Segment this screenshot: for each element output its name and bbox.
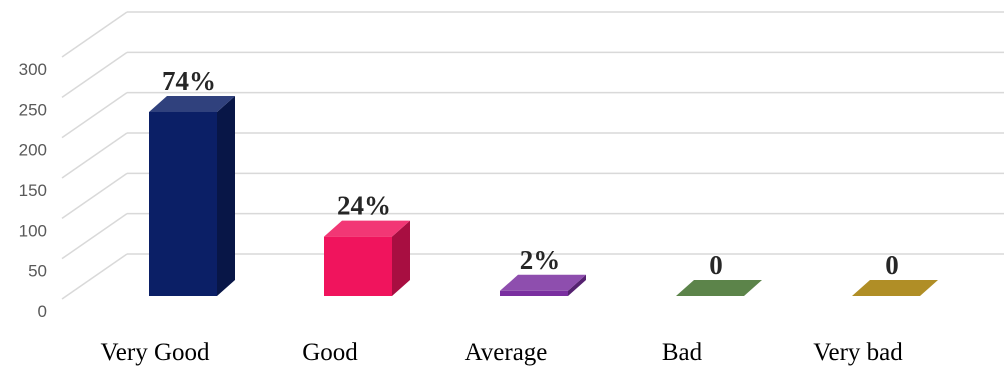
data-label: 74% bbox=[162, 66, 216, 96]
bars bbox=[149, 95, 938, 297]
bar bbox=[149, 95, 235, 297]
bar bbox=[852, 280, 938, 296]
gridline-side bbox=[61, 172, 128, 219]
gridline-side bbox=[61, 51, 128, 98]
data-label: 0 bbox=[709, 250, 723, 280]
x-tick-label: Very Good bbox=[100, 339, 210, 366]
bar-top bbox=[852, 280, 938, 296]
data-label: 24% bbox=[337, 191, 391, 221]
bar bbox=[676, 280, 762, 296]
y-tick-label: 300 bbox=[19, 60, 47, 79]
gridlines bbox=[61, 11, 1004, 300]
bar-front bbox=[500, 290, 568, 296]
y-tick-label: 250 bbox=[19, 100, 47, 119]
gridline-side bbox=[61, 213, 128, 260]
bar-top bbox=[500, 274, 586, 291]
x-axis: Very Good Good Average Bad Very bad bbox=[100, 339, 903, 366]
bar-top bbox=[149, 95, 235, 112]
y-tick-label: 150 bbox=[19, 181, 47, 200]
x-tick-label: Average bbox=[465, 339, 548, 366]
gridline-side bbox=[61, 132, 128, 179]
bar-side bbox=[392, 220, 410, 296]
gridline-side bbox=[61, 11, 128, 58]
x-tick-label: Bad bbox=[662, 339, 703, 366]
bar-top bbox=[676, 280, 762, 296]
y-tick-label: 50 bbox=[28, 262, 47, 281]
bar-side bbox=[217, 95, 235, 297]
gridline-side bbox=[61, 92, 128, 139]
x-tick-label: Good bbox=[302, 339, 358, 366]
data-label: 2% bbox=[520, 245, 561, 275]
y-tick-label: 0 bbox=[38, 302, 47, 321]
bar-side bbox=[568, 274, 586, 296]
gridline-side bbox=[61, 253, 128, 300]
bar bbox=[324, 220, 410, 296]
bar-top bbox=[324, 220, 410, 237]
bar bbox=[500, 274, 586, 296]
bar-front bbox=[149, 111, 217, 297]
y-tick-label: 200 bbox=[19, 141, 47, 160]
x-tick-label: Very bad bbox=[813, 339, 903, 366]
data-labels: 74% 24% 2% 0 0 bbox=[162, 66, 899, 280]
y-axis: 0 50 100 150 200 250 300 bbox=[19, 60, 47, 321]
data-label: 0 bbox=[885, 250, 899, 280]
y-tick-label: 100 bbox=[19, 221, 47, 240]
bar-front bbox=[324, 236, 392, 296]
